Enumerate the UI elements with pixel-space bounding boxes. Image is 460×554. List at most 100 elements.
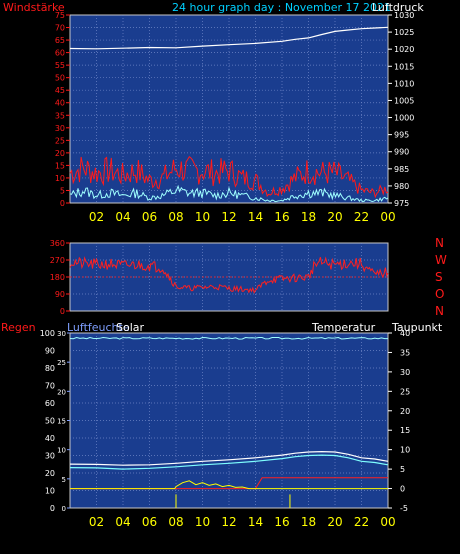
- rain-y-tick-label: 30: [45, 452, 55, 461]
- rain-y-tick-label: 10: [45, 487, 55, 496]
- wind-x-tick-label: 18: [301, 210, 316, 224]
- pressure-y-tick-label: 1030: [394, 11, 414, 20]
- humidity-series: [69, 336, 388, 340]
- rain-y-tick-label: 50: [45, 417, 55, 426]
- dir-y-tick-label: 180: [50, 273, 65, 282]
- wind-y-tick-label: 25: [55, 136, 65, 145]
- temp-y-tick-label: 0: [400, 485, 405, 494]
- wind-x-tick-label: 08: [168, 210, 183, 224]
- pressure-series: [69, 26, 389, 50]
- compass-label: S: [435, 270, 443, 284]
- humidity-y-tick-label: 30: [57, 330, 66, 338]
- wind-label: Windstärke: [3, 1, 65, 14]
- rain-y-tick-label: 70: [45, 382, 55, 391]
- humidity-y-tick-label: 15: [57, 418, 66, 426]
- wind-y-tick-label: 50: [55, 74, 65, 83]
- wind-x-tick-label: 02: [89, 210, 104, 224]
- compass-label: N: [435, 304, 444, 318]
- hum-x-tick-label: 12: [221, 515, 236, 529]
- hum-x-tick-label: 10: [195, 515, 210, 529]
- rain-y-tick-label: 60: [45, 399, 55, 408]
- dewpoint-series: [69, 454, 389, 470]
- compass-label: W: [435, 253, 447, 267]
- temp-y-tick-label: 15: [400, 426, 410, 435]
- temp-y-tick-label: 20: [400, 407, 410, 416]
- hum-x-tick-label: 20: [327, 515, 342, 529]
- wind-x-tick-label: 20: [327, 210, 342, 224]
- compass-label: O: [435, 287, 444, 301]
- pressure-y-tick-label: 975: [394, 199, 409, 208]
- hum-x-tick-label: 02: [89, 515, 104, 529]
- humidity-y-tick-label: 10: [57, 447, 66, 455]
- wind-direction-series: [69, 256, 389, 294]
- hum-x-tick-label: 04: [115, 515, 130, 529]
- wind-y-tick-label: 75: [55, 11, 65, 20]
- dir-y-tick-label: 90: [55, 290, 65, 299]
- temperature-series: [69, 450, 389, 466]
- compass-label: N: [435, 236, 444, 250]
- wind-y-tick-label: 65: [55, 36, 65, 45]
- humidity-temperature-panel: 0102030405060708090100051015202530-50510…: [40, 329, 410, 529]
- pressure-y-tick-label: 1005: [394, 96, 414, 105]
- dir-y-tick-label: 270: [50, 256, 65, 265]
- wind-x-tick-label: 12: [221, 210, 236, 224]
- wind-mean-series: [69, 184, 389, 203]
- hum-x-tick-label: 06: [142, 515, 157, 529]
- temp-y-tick-label: 40: [400, 329, 410, 338]
- pressure-label: Luftdruck: [372, 1, 424, 14]
- temp-y-tick-label: -5: [400, 504, 408, 513]
- wind-y-tick-label: 30: [55, 124, 65, 133]
- pressure-y-tick-label: 1000: [394, 114, 414, 123]
- solar-label: Solar: [116, 321, 145, 334]
- wind-y-tick-label: 45: [55, 86, 65, 95]
- wind-x-tick-label: 16: [274, 210, 289, 224]
- rain-y-tick-label: 100: [40, 329, 55, 338]
- wind-y-tick-label: 40: [55, 99, 65, 108]
- wind-gust-series: [69, 155, 389, 199]
- wind-x-tick-label: 14: [248, 210, 263, 224]
- humidity-y-tick-label: 20: [57, 388, 66, 396]
- wind-y-tick-label: 10: [55, 174, 65, 183]
- wind-y-tick-label: 0: [60, 199, 65, 208]
- hum-x-tick-label: 14: [248, 515, 263, 529]
- wind-y-tick-label: 20: [55, 149, 65, 158]
- temperature-label: Temperatur: [311, 321, 376, 334]
- rain-y-tick-label: 0: [50, 504, 55, 513]
- solar-series: [70, 480, 388, 490]
- pressure-y-tick-label: 1020: [394, 45, 414, 54]
- rain-y-tick-label: 90: [45, 347, 55, 356]
- wind-x-tick-label: 06: [142, 210, 157, 224]
- wind-x-tick-label: 00: [380, 210, 395, 224]
- temp-y-tick-label: 30: [400, 368, 410, 377]
- temp-y-tick-label: 5: [400, 465, 405, 474]
- wind-y-tick-label: 60: [55, 49, 65, 58]
- dir-y-tick-label: 360: [50, 239, 65, 248]
- temp-y-tick-label: 10: [400, 446, 410, 455]
- pressure-y-tick-label: 1025: [394, 28, 414, 37]
- graph-title: 24 hour graph day : November 17 2021: [172, 1, 391, 14]
- wind-y-tick-label: 5: [60, 186, 65, 195]
- wind-y-tick-label: 55: [55, 61, 65, 70]
- wind-x-tick-label: 10: [195, 210, 210, 224]
- rain-y-tick-label: 80: [45, 364, 55, 373]
- hum-x-tick-label: 18: [301, 515, 316, 529]
- pressure-y-tick-label: 985: [394, 165, 409, 174]
- wind-x-tick-label: 04: [115, 210, 130, 224]
- hum-x-tick-label: 22: [354, 515, 369, 529]
- dewpoint-label: Taupunkt: [391, 321, 443, 334]
- wind-pressure-panel: 0510152025303540455055606570759759809859…: [55, 11, 415, 224]
- wind-y-tick-label: 15: [55, 161, 65, 170]
- humidity-y-tick-label: 5: [62, 476, 66, 484]
- pressure-y-tick-label: 990: [394, 148, 409, 157]
- temp-y-tick-label: 25: [400, 387, 410, 396]
- wind-x-tick-label: 22: [354, 210, 369, 224]
- temp-y-tick-label: 35: [400, 348, 410, 357]
- pressure-y-tick-label: 995: [394, 131, 409, 140]
- humidity-label: Luftfeuchte: [67, 321, 130, 334]
- pressure-y-tick-label: 1015: [394, 62, 414, 71]
- rain-label: Regen: [1, 321, 36, 334]
- rain-y-tick-label: 20: [45, 469, 55, 478]
- pressure-y-tick-label: 980: [394, 182, 409, 191]
